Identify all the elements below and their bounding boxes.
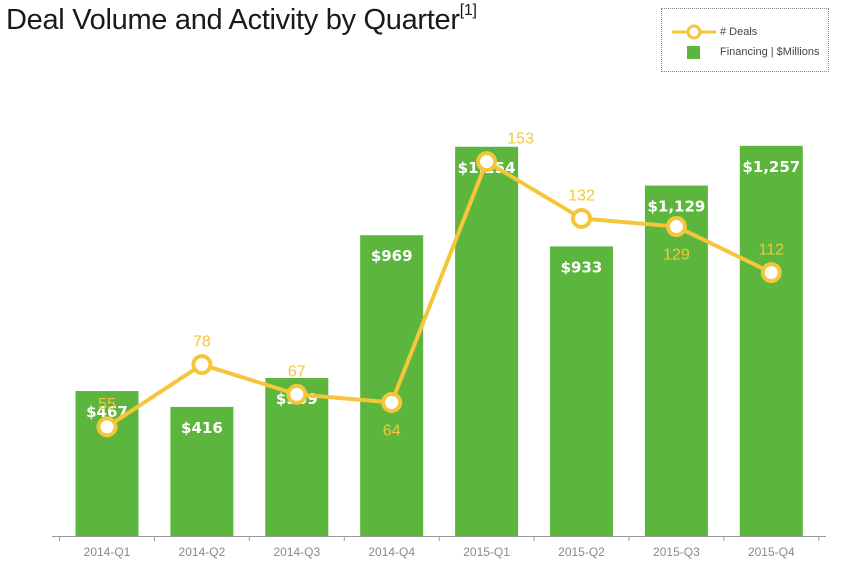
deals-point xyxy=(476,151,498,173)
bar-swatch-icon xyxy=(687,46,700,59)
deals-value-label: 112 xyxy=(759,242,785,259)
bar-2014-Q4 xyxy=(360,235,424,536)
x-tick-label: 2015-Q2 xyxy=(558,545,605,559)
x-tick-label: 2014-Q1 xyxy=(84,545,131,559)
deals-value-label: 78 xyxy=(193,334,211,351)
deals-point xyxy=(571,207,592,229)
deals-value-label: 55 xyxy=(98,396,116,413)
x-tick-label: 2015-Q4 xyxy=(748,545,795,559)
bar-2015-Q1 xyxy=(455,146,519,536)
bar-2014-Q2 xyxy=(170,406,234,536)
bar-value-label: $969 xyxy=(371,247,413,265)
deals-point xyxy=(760,262,782,284)
deals-value-label: 153 xyxy=(507,131,534,148)
legend-item-financing: Financing | $Millions xyxy=(662,43,828,61)
deals-point xyxy=(381,391,403,413)
x-tick-label: 2015-Q3 xyxy=(653,545,700,559)
bar-2015-Q2 xyxy=(550,246,613,537)
deals-value-label: 132 xyxy=(568,187,595,204)
bar-2015-Q4 xyxy=(739,145,803,536)
title-footnote: [1] xyxy=(459,2,477,19)
legend-item-deals: # Deals xyxy=(662,23,828,41)
line-marker-icon xyxy=(672,24,716,40)
deals-point xyxy=(286,383,308,405)
bar-value-label: $933 xyxy=(561,258,603,276)
x-tick-label: 2014-Q4 xyxy=(368,545,415,559)
chart-title: Deal Volume and Activity by Quarter[1] xyxy=(6,2,477,37)
legend: # Deals Financing | $Millions xyxy=(661,8,829,72)
legend-label-financing: Financing | $Millions xyxy=(720,46,820,58)
deals-line xyxy=(105,159,773,429)
deals-point xyxy=(665,216,687,238)
x-tick-label: 2015-Q1 xyxy=(463,545,510,559)
deals-value-label: 64 xyxy=(383,422,401,439)
bar-value-label: $1,257 xyxy=(742,158,800,176)
deals-point xyxy=(191,354,213,376)
bar-2015-Q3 xyxy=(644,185,708,536)
x-tick-label: 2014-Q2 xyxy=(179,545,226,559)
bar-value-label: $467 xyxy=(86,403,128,421)
deals-value-label: 129 xyxy=(663,247,690,264)
bar-value-label: $416 xyxy=(181,419,223,437)
deals-point xyxy=(96,416,118,438)
deals-value-label: 67 xyxy=(288,363,306,380)
legend-label-deals: # Deals xyxy=(720,26,758,38)
x-tick-label: 2014-Q3 xyxy=(273,545,320,559)
bar-value-label: $1,129 xyxy=(647,198,705,216)
chart-title-text: Deal Volume and Activity by Quarter xyxy=(6,4,460,36)
